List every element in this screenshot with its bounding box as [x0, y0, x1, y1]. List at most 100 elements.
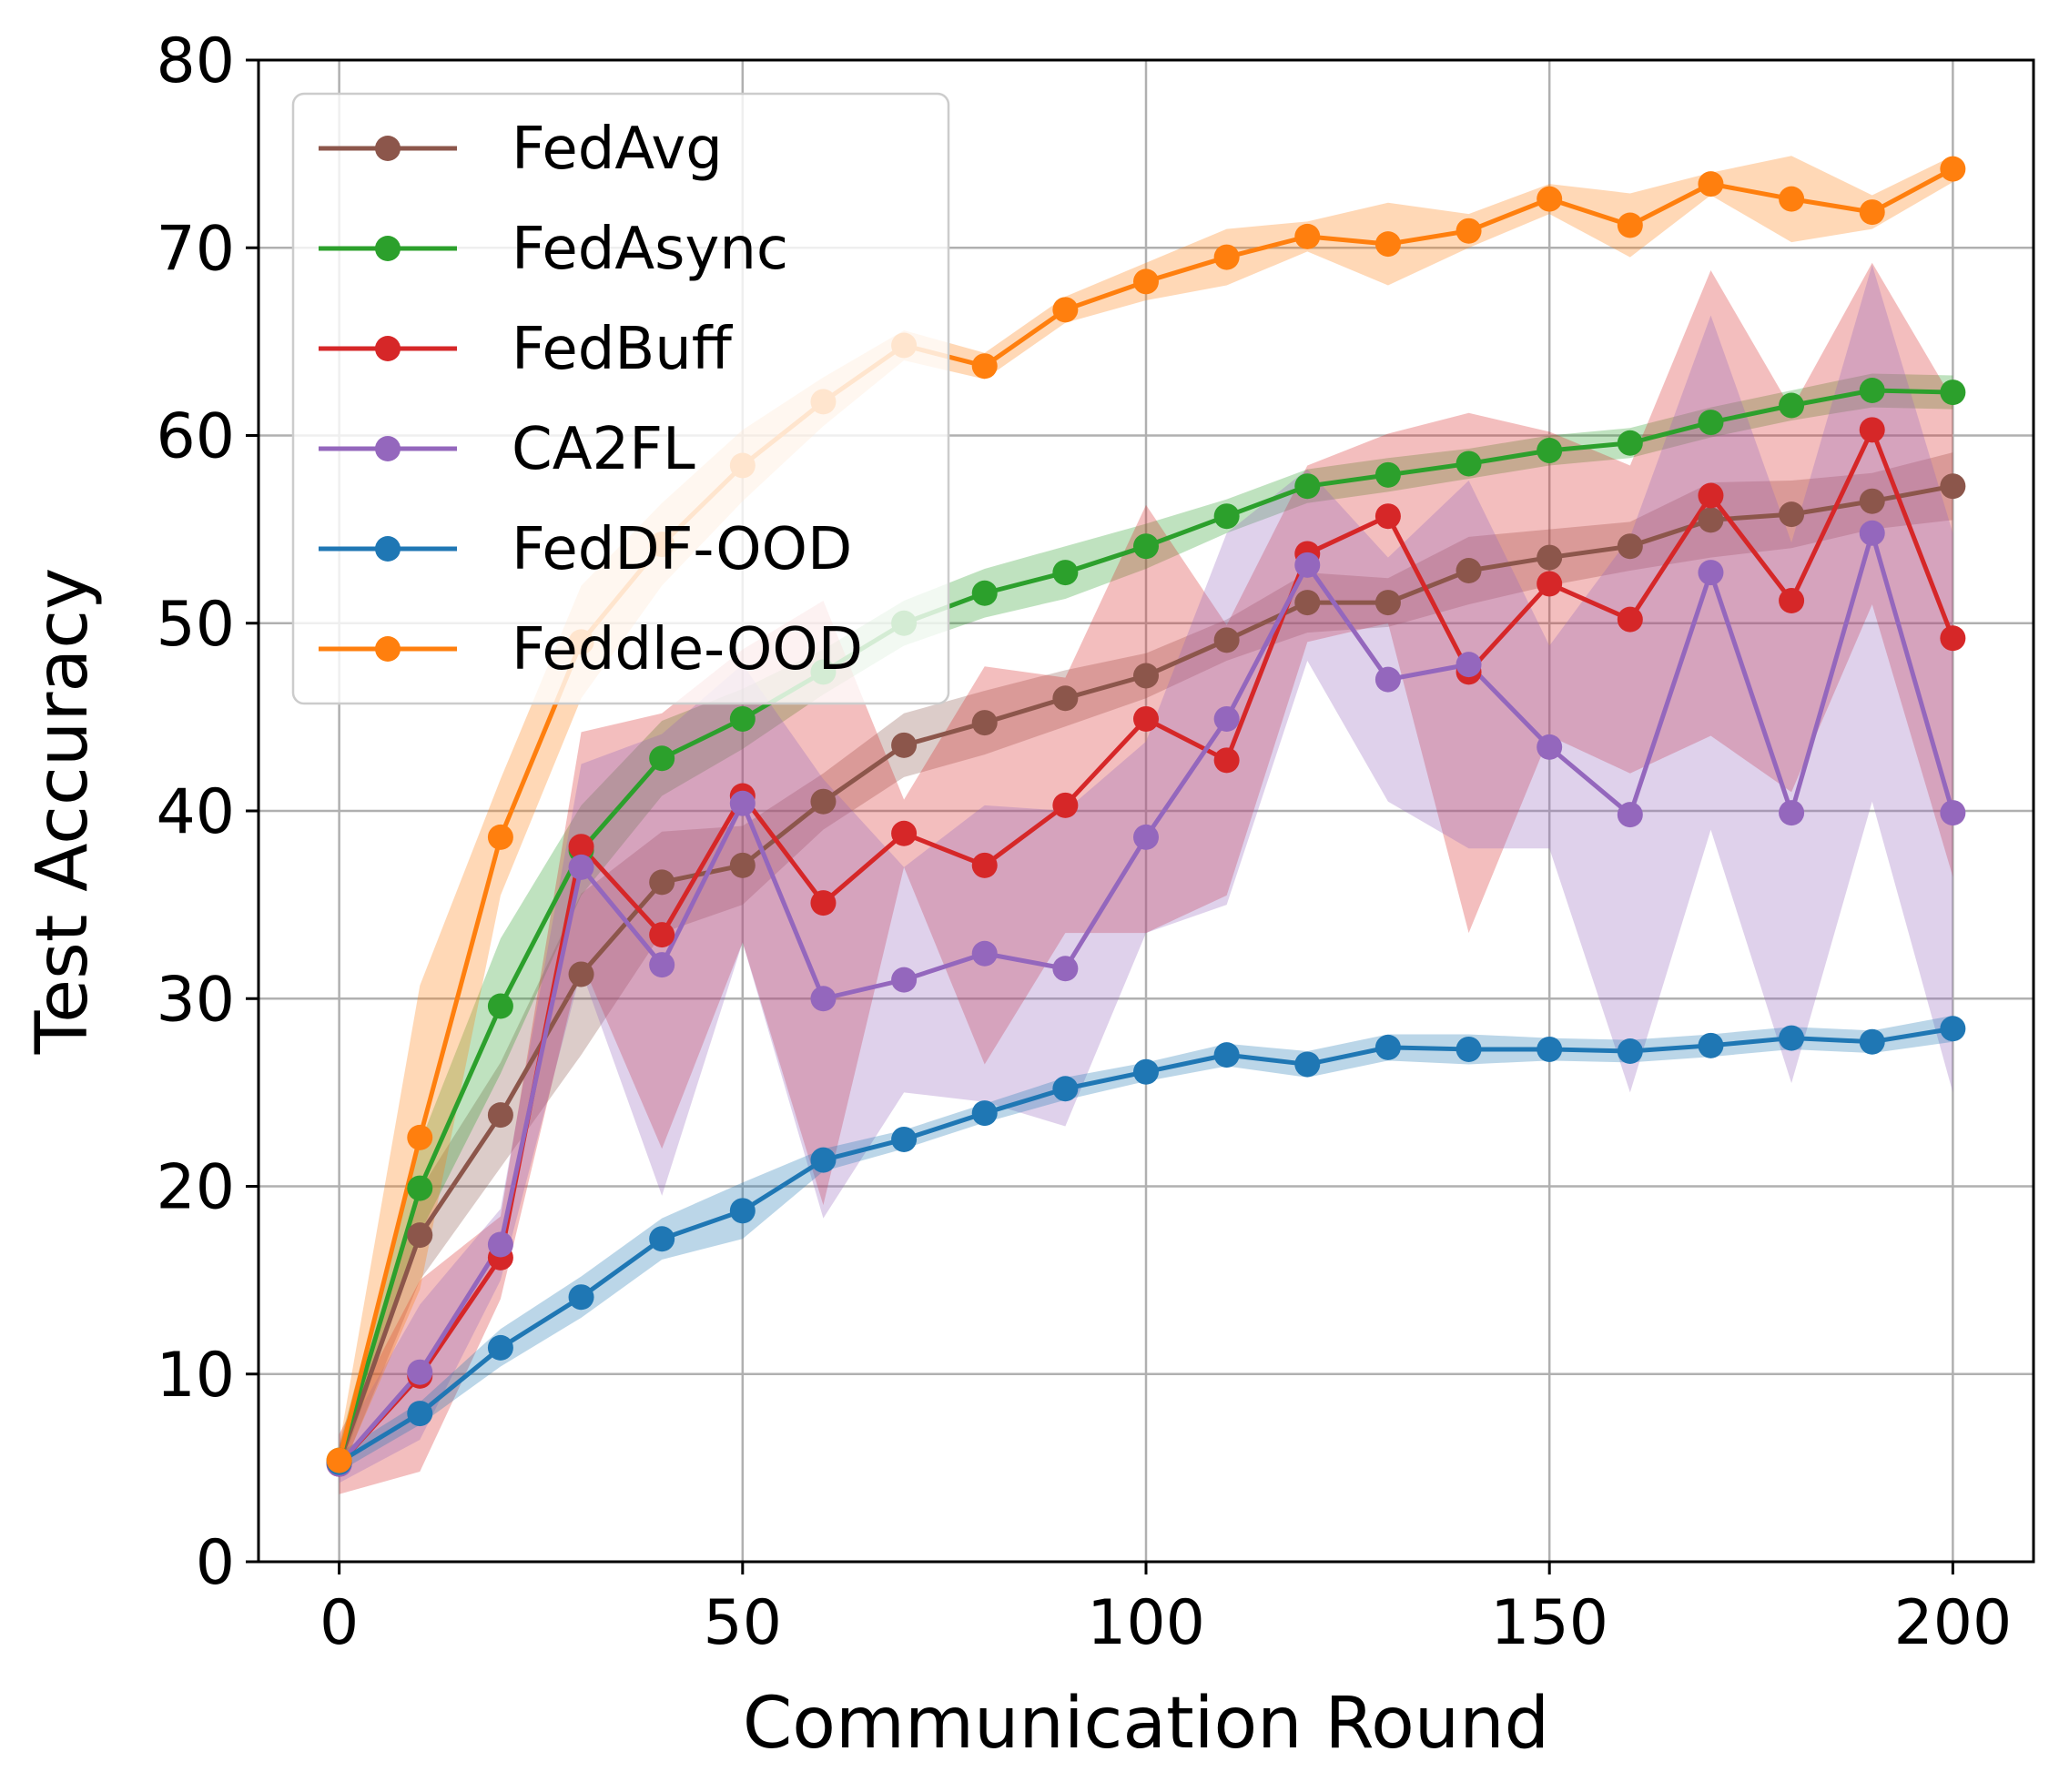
data-point-ca2fl — [1052, 956, 1079, 982]
data-point-feddf-ood — [568, 1284, 594, 1311]
data-point-ca2fl — [1940, 800, 1966, 826]
data-point-feddf-ood — [1374, 1034, 1401, 1060]
data-point-fedavg — [1617, 533, 1643, 560]
x-tick-label: 50 — [704, 1587, 783, 1659]
data-point-fedasync — [487, 993, 513, 1019]
data-point-fedavg — [971, 710, 998, 736]
data-point-fedavg — [1537, 544, 1563, 571]
data-point-ca2fl — [1617, 802, 1643, 828]
data-point-fedasync — [1294, 473, 1321, 500]
data-point-feddf-ood — [729, 1198, 756, 1224]
data-point-fedasync — [1374, 461, 1401, 488]
data-point-fedasync — [1456, 451, 1482, 477]
legend-marker-fedasync — [375, 236, 401, 261]
data-point-fedbuff — [1052, 792, 1079, 818]
data-point-fedbuff — [1940, 625, 1966, 652]
data-point-ca2fl — [1294, 552, 1321, 578]
x-tick-label: 200 — [1893, 1587, 2012, 1659]
data-point-ca2fl — [1537, 734, 1563, 760]
data-point-feddf-ood — [1779, 1025, 1805, 1051]
data-point-fedbuff — [971, 852, 998, 878]
data-point-feddf-ood — [1537, 1036, 1563, 1062]
data-point-ca2fl — [487, 1231, 513, 1258]
data-point-feddle-ood — [326, 1447, 352, 1473]
legend-label: Feddle-OOD — [512, 616, 863, 683]
data-point-fedbuff — [1779, 588, 1805, 613]
data-point-feddf-ood — [810, 1147, 837, 1173]
data-point-fedbuff — [649, 922, 675, 948]
data-point-fedasync — [1617, 430, 1643, 456]
legend-marker-ca2fl — [375, 436, 401, 461]
data-point-fedavg — [1133, 663, 1159, 689]
y-tick-label: 60 — [156, 401, 235, 473]
band-fedavg — [339, 452, 1953, 1478]
legend: FedAvg FedAsync FedBuff CA2FL FedDF-OOD Feddl… — [291, 92, 950, 705]
data-point-fedavg — [729, 852, 756, 878]
data-point-fedasync — [1537, 438, 1563, 463]
data-point-fedbuff — [1537, 571, 1563, 597]
series-markers — [326, 156, 1966, 1477]
data-point-feddle-ood — [1213, 244, 1240, 270]
data-point-feddle-ood — [487, 824, 513, 850]
data-point-fedbuff — [1698, 482, 1724, 509]
data-point-fedavg — [649, 869, 675, 896]
data-point-fedavg — [1374, 590, 1401, 616]
data-point-ca2fl — [891, 967, 918, 993]
data-point-fedavg — [1698, 507, 1724, 533]
y-tick-label: 30 — [156, 964, 235, 1036]
data-point-fedasync — [971, 580, 998, 606]
data-point-fedasync — [407, 1175, 433, 1201]
data-point-ca2fl — [1213, 705, 1240, 732]
data-point-feddle-ood — [1456, 218, 1482, 244]
legend-label: CA2FL — [512, 416, 695, 483]
data-point-ca2fl — [729, 790, 756, 816]
data-point-ca2fl — [649, 952, 675, 978]
data-point-feddf-ood — [1456, 1036, 1482, 1062]
data-point-fedbuff — [1213, 747, 1240, 774]
data-point-feddf-ood — [1698, 1032, 1724, 1058]
data-point-ca2fl — [1859, 520, 1885, 546]
data-point-feddf-ood — [971, 1100, 998, 1127]
y-tick-label: 10 — [156, 1340, 235, 1412]
data-point-feddf-ood — [1940, 1016, 1966, 1042]
data-point-fedasync — [1940, 380, 1966, 406]
data-point-fedbuff — [1859, 417, 1885, 443]
data-point-fedavg — [1859, 488, 1885, 514]
data-point-fedavg — [1456, 558, 1482, 583]
data-point-feddle-ood — [1537, 186, 1563, 212]
y-tick-label: 0 — [196, 1527, 235, 1599]
data-point-feddle-ood — [1859, 199, 1885, 226]
legend-label: FedAvg — [512, 116, 723, 183]
data-point-ca2fl — [1374, 666, 1401, 693]
data-point-fedavg — [568, 961, 594, 987]
data-point-feddle-ood — [407, 1124, 433, 1150]
x-tick-label: 150 — [1490, 1587, 1608, 1659]
data-point-fedasync — [1698, 410, 1724, 436]
legend-box — [291, 92, 950, 705]
data-point-fedavg — [1213, 627, 1240, 653]
x-tick-label: 0 — [320, 1587, 359, 1659]
data-point-fedavg — [1940, 473, 1966, 500]
y-axis-title: Test Accuracy — [22, 568, 104, 1056]
data-point-fedasync — [1213, 503, 1240, 530]
legend-label: FedDF-OOD — [512, 516, 852, 583]
data-point-feddf-ood — [1133, 1058, 1159, 1085]
data-point-ca2fl — [971, 940, 998, 967]
data-point-feddle-ood — [1940, 156, 1966, 182]
data-point-fedbuff — [891, 820, 918, 846]
data-point-feddf-ood — [1213, 1042, 1240, 1068]
data-point-feddf-ood — [1617, 1038, 1643, 1064]
data-point-fedavg — [487, 1102, 513, 1129]
y-tick-label: 50 — [156, 589, 235, 661]
legend-label: FedBuff — [512, 316, 734, 383]
data-point-fedasync — [649, 745, 675, 772]
legend-marker-feddle-ood — [375, 636, 401, 662]
x-tick-label: 100 — [1087, 1587, 1205, 1659]
data-point-fedasync — [1779, 392, 1805, 419]
data-point-fedbuff — [810, 890, 837, 916]
band-fedbuff — [339, 262, 1953, 1494]
y-tick-label: 40 — [156, 776, 235, 848]
data-point-feddf-ood — [891, 1126, 918, 1152]
legend-marker-feddf-ood — [375, 536, 401, 562]
